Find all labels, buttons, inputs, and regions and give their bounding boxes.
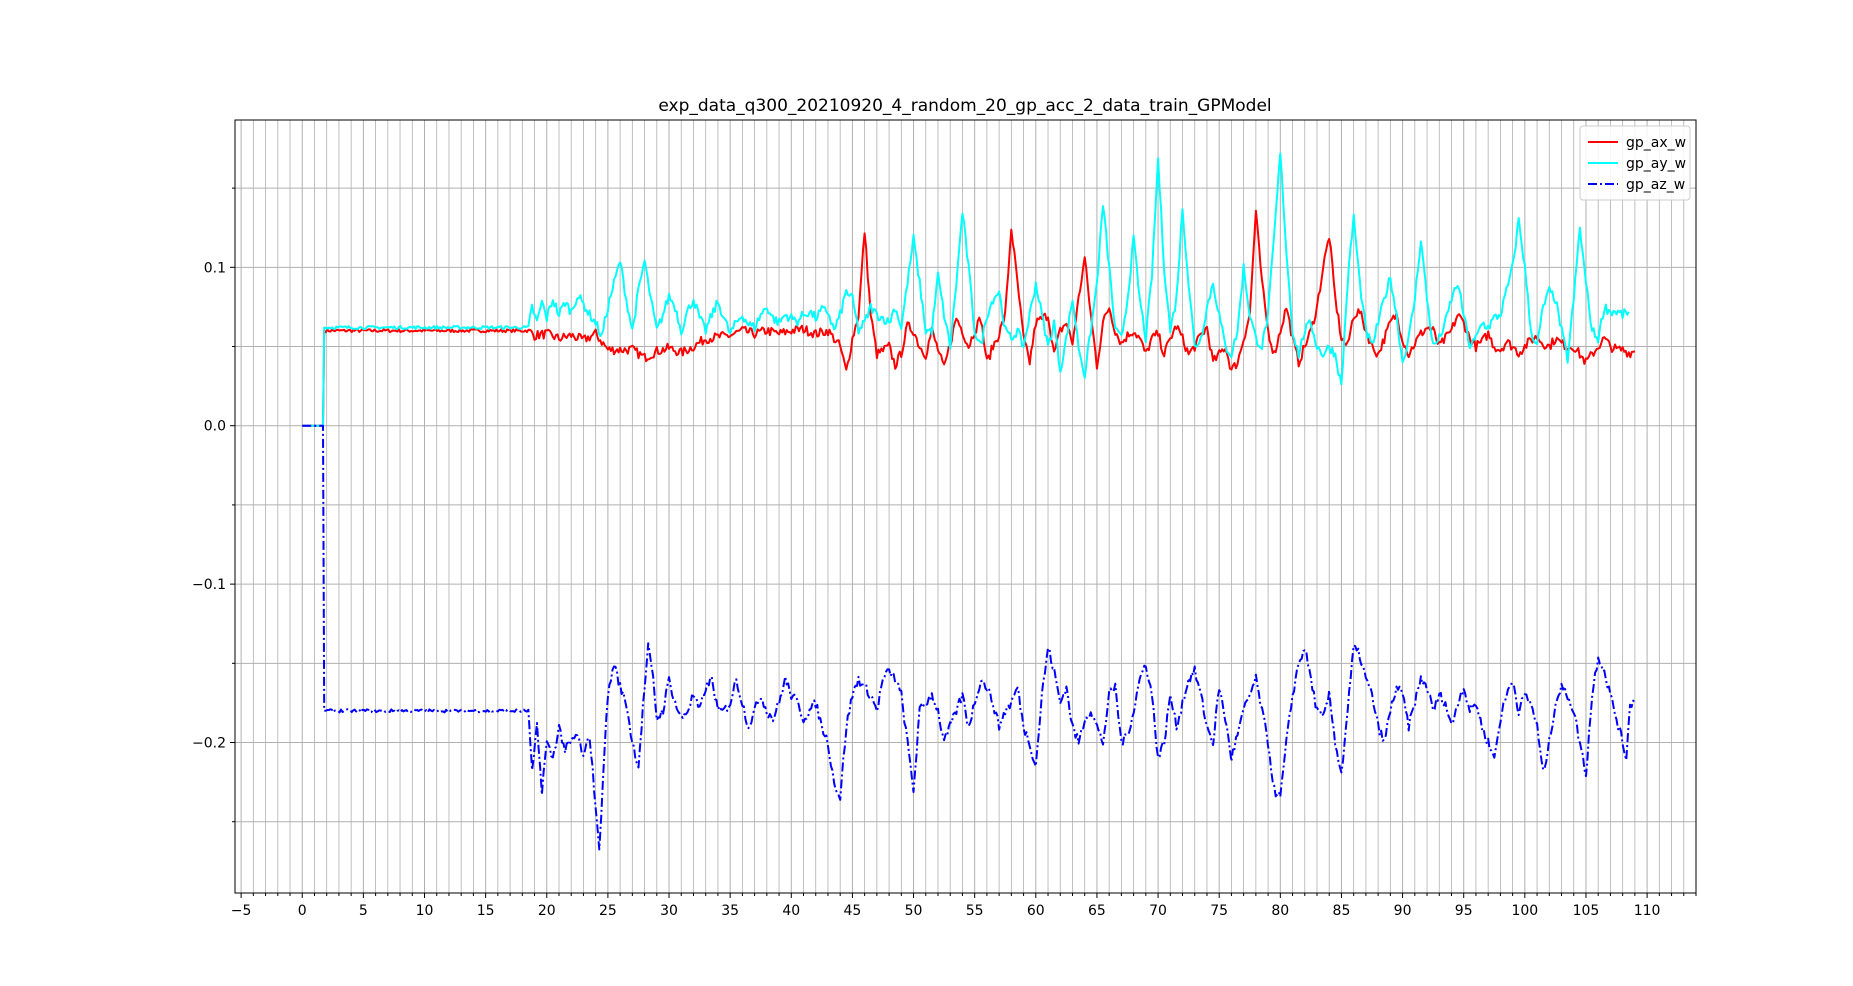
x-tick-label: 45 [843,903,861,919]
x-tick-label: 40 [782,903,800,919]
legend-label-gp_ay_w: gp_ay_w [1626,156,1686,172]
x-tick-label: 85 [1333,903,1351,919]
y-tick-label: −0.2 [192,736,226,752]
x-tick-label: 80 [1271,903,1289,919]
x-tick-label: 75 [1210,903,1228,919]
x-tick-label: 20 [538,903,556,919]
y-tick-label: −0.1 [192,577,226,593]
x-tick-label: 0 [298,903,307,919]
chart-title: exp_data_q300_20210920_4_random_20_gp_ac… [658,96,1271,116]
x-tick-label: 110 [1634,903,1661,919]
series-line-gp_ax_w [302,209,1636,427]
x-tick-label: 65 [1088,903,1106,919]
y-tick-label: 0.1 [204,260,226,276]
legend-label-gp_az_w: gp_az_w [1626,177,1685,193]
x-tick-label: 30 [660,903,678,919]
x-tick-label: 90 [1394,903,1412,919]
plot-series [302,152,1636,851]
x-tick-label: 100 [1511,903,1538,919]
x-tick-label: 15 [477,903,495,919]
x-axis-ticks: −5 0 5 10 15 20 25 30 35 40 45 50 55 60 65 70 75 80 85 90 95… [231,893,1697,919]
legend-box [1579,125,1691,201]
x-tick-label: 50 [905,903,923,919]
legend: gp_ax_w gp_ay_w gp_az_w [1579,125,1691,201]
series-line-gp_ay_w [302,152,1630,427]
x-tick-label: 60 [1027,903,1045,919]
series-line-gp_az_w [302,424,1636,851]
x-tick-label: 55 [966,903,984,919]
x-tick-label: −5 [231,903,252,919]
x-tick-label: 5 [359,903,368,919]
x-tick-label: 105 [1573,903,1600,919]
y-axis-ticks: −0.2 −0.1 0.0 0.1 [192,187,235,823]
x-tick-label: 95 [1455,903,1473,919]
x-tick-label: 35 [721,903,739,919]
grid-lines [235,120,1697,893]
y-tick-label: 0.0 [204,419,226,435]
x-tick-label: 10 [416,903,434,919]
legend-label-gp_ax_w: gp_ax_w [1626,135,1686,151]
x-tick-label: 25 [599,903,617,919]
x-tick-label: 70 [1149,903,1167,919]
plot-frame [234,119,1697,894]
